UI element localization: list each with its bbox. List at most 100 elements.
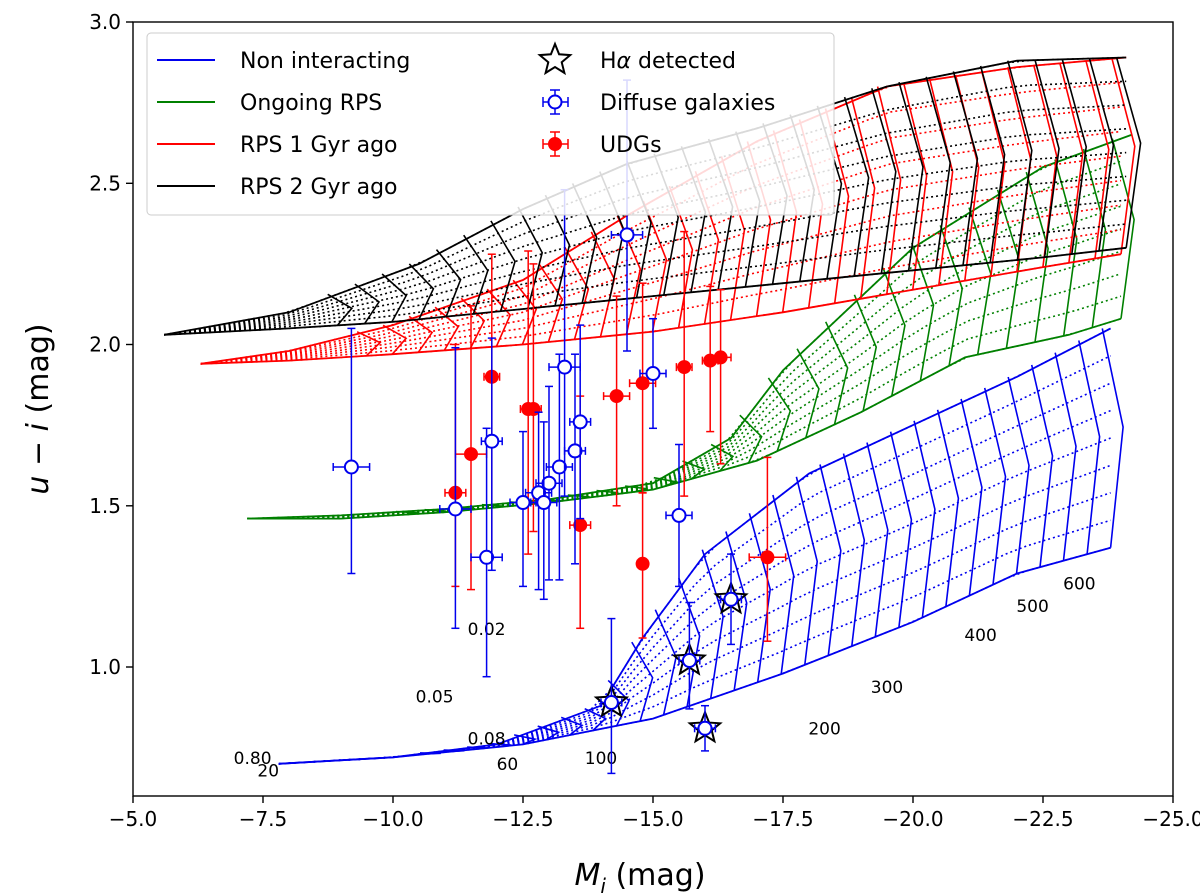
diffuse-galaxy-point bbox=[332, 327, 371, 575]
mass-track bbox=[1030, 364, 1054, 568]
legend-star-shape bbox=[537, 41, 573, 76]
mass-track bbox=[1111, 57, 1136, 255]
diffuse-galaxy-point bbox=[535, 385, 563, 581]
diffuse-galaxy-point bbox=[530, 421, 558, 601]
mass-track bbox=[408, 315, 434, 353]
mass-track bbox=[463, 234, 489, 315]
age-label: 500 bbox=[1016, 597, 1048, 617]
y-axis-label: u − i (mag) bbox=[21, 323, 56, 494]
age-curve bbox=[200, 81, 1122, 365]
legend-diffuse-marker bbox=[542, 89, 569, 115]
udg-point bbox=[524, 263, 542, 533]
age-label: 0.05 bbox=[416, 688, 454, 708]
mass-track bbox=[1054, 159, 1078, 337]
diffuse-galaxy-point bbox=[509, 430, 537, 588]
age-curve bbox=[164, 128, 1127, 336]
mass-track bbox=[538, 263, 564, 343]
age-label: 300 bbox=[871, 678, 903, 698]
y-tick-label: 3.0 bbox=[89, 10, 121, 34]
mass-track bbox=[871, 88, 897, 274]
legend-halpha-suffix: detected bbox=[631, 49, 736, 74]
x-axis-label: Mi (mag) bbox=[574, 858, 705, 896]
legend-frame bbox=[146, 32, 835, 216]
diffuse-galaxy-point bbox=[480, 337, 503, 572]
age-curve bbox=[164, 175, 1127, 336]
mass-track bbox=[980, 70, 1006, 277]
x-tick-label: −17.5 bbox=[752, 807, 813, 831]
model-grid-0 bbox=[278, 327, 1124, 765]
x-tick-label: −12.5 bbox=[492, 807, 553, 831]
mass-track bbox=[1025, 171, 1049, 343]
diffuse-galaxy-point bbox=[639, 317, 667, 430]
udg-point bbox=[709, 288, 732, 465]
mass-track bbox=[866, 442, 889, 637]
mass-track bbox=[435, 249, 462, 317]
mass-track bbox=[537, 725, 561, 741]
age-label: 600 bbox=[1063, 575, 1095, 595]
mass-track bbox=[928, 78, 954, 286]
mass-track bbox=[968, 207, 992, 355]
mass-track bbox=[819, 464, 842, 656]
legend-nonint-label: Non interacting bbox=[240, 49, 410, 74]
diffuse-galaxy-point bbox=[719, 553, 743, 646]
mass-track bbox=[356, 331, 382, 357]
legend-rps1-label: RPS 1 Gyr ago bbox=[240, 133, 398, 158]
y-axis-label-unit: (mag) bbox=[21, 323, 56, 413]
mass-track bbox=[1007, 60, 1033, 261]
age-curve bbox=[164, 151, 1127, 336]
age-label: 400 bbox=[964, 626, 996, 646]
mass-track bbox=[748, 513, 772, 683]
udg-point bbox=[635, 492, 650, 639]
mass-track bbox=[876, 86, 902, 295]
mass-track bbox=[1082, 148, 1107, 328]
mass-track bbox=[631, 641, 654, 722]
y-tick-label: 2.5 bbox=[89, 171, 121, 195]
grid-base bbox=[164, 246, 1127, 336]
diffuse-galaxy-point bbox=[470, 427, 503, 678]
mass-track bbox=[490, 220, 516, 312]
age-curve bbox=[164, 223, 1127, 336]
age-curve bbox=[164, 199, 1127, 336]
age-curve bbox=[200, 204, 1122, 365]
age-label: 200 bbox=[808, 720, 840, 740]
mass-track bbox=[1034, 59, 1060, 258]
age-curve bbox=[200, 179, 1122, 365]
age-label: 0.80 bbox=[234, 749, 272, 769]
mass-track bbox=[434, 306, 460, 351]
mass-track bbox=[682, 460, 706, 480]
mass-track bbox=[910, 242, 935, 382]
legend-halpha-prefix: H bbox=[600, 49, 617, 74]
mass-track bbox=[882, 267, 906, 397]
data-points bbox=[332, 79, 787, 775]
grid-top bbox=[247, 134, 1132, 520]
mass-track bbox=[607, 679, 630, 727]
mass-track bbox=[512, 279, 538, 345]
x-tick-label: −15.0 bbox=[622, 807, 683, 831]
age-curve bbox=[278, 437, 1111, 765]
mass-track bbox=[898, 81, 924, 271]
mass-track bbox=[952, 71, 979, 266]
mass-track bbox=[913, 420, 936, 618]
mass-track bbox=[1111, 138, 1135, 319]
mass-track bbox=[842, 453, 866, 647]
mass-track bbox=[354, 283, 381, 325]
mass-track bbox=[1101, 328, 1124, 548]
mass-track bbox=[772, 494, 795, 675]
diffuse-galaxy-point bbox=[665, 443, 693, 588]
x-tick-label: −20.0 bbox=[882, 807, 943, 831]
age-curve bbox=[278, 409, 1111, 765]
grid-base bbox=[247, 317, 1122, 520]
mass-track bbox=[564, 247, 590, 340]
x-tick-label: −25.0 bbox=[1142, 807, 1200, 831]
mass-track bbox=[381, 273, 408, 323]
mass-track bbox=[925, 76, 952, 269]
mass-track bbox=[584, 707, 607, 732]
mass-track bbox=[767, 377, 792, 452]
age-label: 100 bbox=[585, 749, 617, 769]
mass-track bbox=[701, 549, 724, 699]
mass-track bbox=[725, 531, 748, 691]
mass-track bbox=[1061, 58, 1088, 255]
mass-track bbox=[1054, 352, 1077, 561]
udg-point bbox=[628, 282, 657, 494]
